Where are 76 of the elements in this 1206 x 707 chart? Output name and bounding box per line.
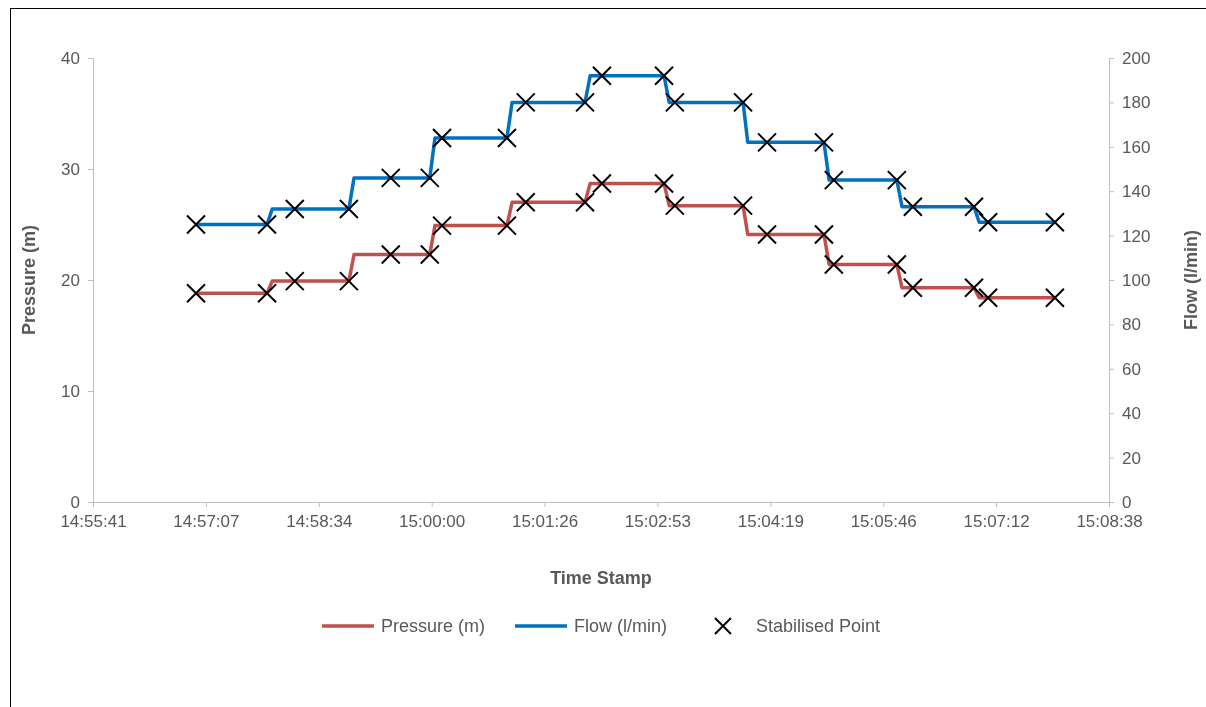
- y-tick-label: 30: [61, 159, 80, 179]
- point: [284, 271, 305, 292]
- point: [654, 65, 675, 86]
- y2-tick-label: 160: [1122, 137, 1151, 157]
- point: [757, 132, 778, 153]
- x-axis-title: Time Stamp: [550, 568, 652, 588]
- point: [257, 283, 278, 304]
- x-tick-label: 15:01:26: [511, 512, 579, 532]
- point: [380, 167, 401, 188]
- point: [496, 215, 517, 236]
- y2-tick-label: 100: [1122, 270, 1151, 290]
- point: [654, 173, 675, 194]
- point: [823, 254, 844, 275]
- point: [1044, 287, 1065, 308]
- point: [757, 224, 778, 245]
- x-tick-label: 15:05:46: [850, 512, 917, 532]
- point: [186, 214, 207, 235]
- y-tick-label: 10: [61, 381, 80, 401]
- point: [432, 215, 453, 236]
- point: [380, 244, 401, 265]
- y2-tick-label: 40: [1122, 404, 1141, 424]
- point: [733, 195, 754, 216]
- point: [575, 92, 596, 113]
- point: [964, 277, 984, 298]
- point: [664, 195, 685, 216]
- point: [591, 65, 612, 86]
- y2-tick-label: 20: [1122, 448, 1141, 468]
- x-tick-label: 15:02:53: [624, 512, 692, 532]
- y-axis-title: Pressure (m): [19, 224, 39, 336]
- point: [978, 287, 999, 308]
- legend-label: Stabilised Point: [755, 616, 881, 636]
- point: [419, 244, 440, 265]
- point: [338, 271, 359, 292]
- y2-tick-label: 80: [1122, 315, 1141, 335]
- point: [823, 170, 844, 191]
- point: [733, 92, 754, 113]
- point: [496, 127, 517, 148]
- point: [419, 167, 440, 188]
- point: [575, 192, 596, 213]
- point: [338, 198, 359, 219]
- point: [432, 127, 453, 148]
- y2-tick-label: 180: [1122, 93, 1151, 113]
- y2-tick-label: 0: [1122, 492, 1132, 512]
- point: [902, 196, 923, 217]
- y2-tick-label: 120: [1122, 226, 1151, 246]
- point: [186, 283, 207, 304]
- y2-tick-label: 60: [1122, 359, 1141, 379]
- x-tick-label: 15:04:19: [737, 512, 804, 532]
- point: [1044, 212, 1065, 233]
- point: [964, 196, 984, 217]
- y-tick-label: 40: [61, 48, 80, 68]
- point: [664, 92, 685, 113]
- point: [284, 198, 305, 219]
- point: [591, 173, 612, 194]
- legend-label: Pressure (m): [380, 616, 485, 636]
- point: [515, 92, 536, 113]
- point: [813, 224, 834, 245]
- point: [257, 214, 278, 235]
- point: [886, 170, 907, 191]
- point: [886, 254, 907, 275]
- point: [813, 132, 834, 153]
- y2-axis-title: Flow (l/min): [1181, 230, 1201, 330]
- legend-label: Flow (l/min): [573, 616, 667, 636]
- y2-tick-label: 200: [1122, 48, 1151, 68]
- x-tick-label: 15:00:00: [399, 512, 466, 532]
- x-tick-label: 15:07:12: [963, 512, 1030, 532]
- point: [515, 192, 536, 213]
- y-tick-label: 20: [61, 270, 80, 290]
- y-tick-label: 0: [70, 492, 80, 512]
- x-tick-label: 14:58:34: [286, 512, 353, 532]
- x-tick-label: 14:55:41: [60, 512, 127, 532]
- y2-tick-label: 140: [1122, 182, 1151, 202]
- point: [978, 212, 999, 233]
- point: [902, 277, 923, 298]
- x-tick-label: 15:08:38: [1076, 512, 1143, 532]
- x-tick-label: 14:57:07: [173, 512, 240, 532]
